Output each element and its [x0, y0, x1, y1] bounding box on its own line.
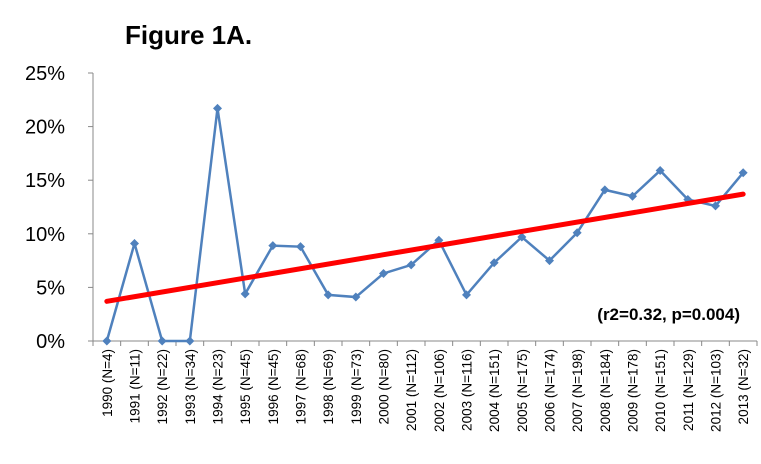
y-tick-label: 5% [36, 277, 65, 299]
x-tick-label: 2002 (N=106) [432, 349, 447, 432]
x-tick-label: 1991 (N=11) [128, 349, 143, 423]
x-tick-label: 2013 (N=32) [736, 349, 751, 424]
data-line [105, 108, 745, 343]
marker [130, 238, 139, 248]
marker [185, 336, 195, 346]
x-tick-label: 2011 (N=129) [681, 349, 696, 431]
x-tick-label: 1996 (N=45) [266, 349, 281, 424]
marker [102, 336, 112, 346]
marker [213, 103, 222, 113]
x-tick-label: 2007 (N=198) [570, 349, 585, 432]
x-tick-label: 1998 (N=69) [321, 349, 336, 424]
marker [600, 185, 610, 195]
marker [572, 228, 582, 238]
x-tick-label: 1995 (N=45) [238, 349, 253, 424]
y-tick-label: 25% [25, 63, 65, 85]
marker [296, 242, 305, 252]
marker [157, 336, 167, 346]
x-tick-label: 1997 (N=68) [294, 349, 309, 424]
y-tick-label: 0% [36, 331, 65, 353]
marker [240, 289, 250, 299]
chart-title: Figure 1A. [125, 20, 252, 50]
x-tick-label: 2012 (N=103) [709, 349, 724, 432]
marker [628, 191, 637, 201]
x-tick-label: 2008 (N=184) [598, 349, 613, 432]
marker [545, 256, 554, 266]
marker [323, 290, 333, 300]
marker [711, 201, 720, 211]
y-tick-label: 15% [25, 170, 65, 192]
x-tick-label: 1990 (N=4) [100, 349, 115, 417]
y-tick-label: 10% [25, 224, 65, 246]
marker [517, 232, 527, 242]
annotation: (r2=0.32, p=0.004) [597, 305, 740, 324]
trend-line [104, 191, 746, 304]
x-tick-label: 1993 (N=34) [183, 349, 198, 424]
marker [379, 268, 388, 278]
x-tick-label: 2009 (N=178) [626, 349, 641, 432]
marker [351, 292, 361, 302]
x-tick-label: 2000 (N=80) [377, 349, 392, 424]
marker [655, 166, 665, 176]
x-tick-label: 2001 (N=112) [404, 349, 419, 431]
x-tick-label: 2003 (N=116) [460, 349, 475, 431]
marker [738, 168, 748, 178]
marker [406, 260, 416, 270]
marker [268, 241, 278, 251]
x-tick-label: 2004 (N=151) [487, 349, 502, 432]
marker [434, 235, 444, 245]
marker [489, 258, 499, 268]
x-tick-label: 1999 (N=73) [349, 349, 364, 424]
x-tick-label: 2005 (N=175) [515, 349, 530, 432]
x-tick-label: 1994 (N=23) [211, 349, 226, 424]
x-tick-label: 2006 (N=174) [543, 349, 558, 432]
x-tick-label: 2010 (N=151) [653, 349, 668, 432]
x-tick-label: 1992 (N=22) [155, 349, 170, 424]
marker [462, 290, 471, 300]
y-tick-label: 20% [25, 117, 65, 139]
